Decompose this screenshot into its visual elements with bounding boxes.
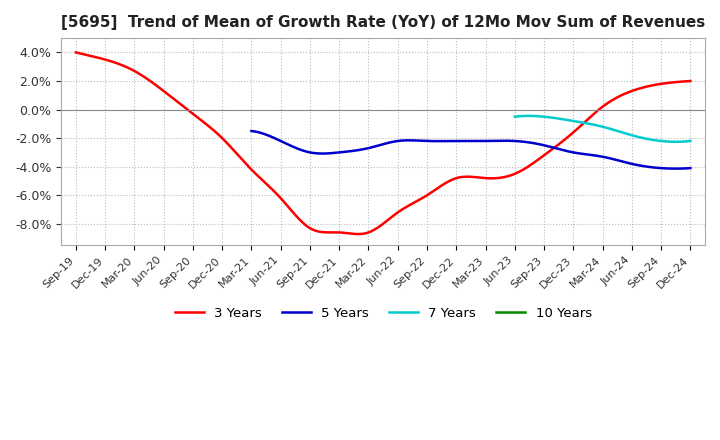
3 Years xyxy=(686,78,695,84)
Line: 7 Years: 7 Years xyxy=(515,116,690,142)
5 Years xyxy=(248,128,257,134)
7 Years xyxy=(618,130,627,135)
5 Years xyxy=(686,165,695,171)
3 Years xyxy=(439,182,448,187)
3 Years xyxy=(437,183,446,188)
7 Years xyxy=(672,139,680,144)
7 Years xyxy=(616,129,624,134)
5 Years xyxy=(645,164,654,169)
3 Years xyxy=(73,50,82,55)
3 Years xyxy=(71,50,80,55)
7 Years xyxy=(510,114,519,119)
Legend: 3 Years, 5 Years, 7 Years, 10 Years: 3 Years, 5 Years, 7 Years, 10 Years xyxy=(169,302,597,326)
5 Years xyxy=(507,138,516,143)
3 Years xyxy=(450,176,459,182)
Line: 5 Years: 5 Years xyxy=(251,131,690,169)
5 Years xyxy=(516,139,524,144)
7 Years xyxy=(670,139,679,144)
5 Years xyxy=(247,128,256,134)
3 Years xyxy=(592,110,600,115)
7 Years xyxy=(524,113,533,118)
7 Years xyxy=(511,114,520,119)
5 Years xyxy=(671,166,680,171)
7 Years xyxy=(686,138,695,143)
7 Years xyxy=(615,129,624,134)
3 Years xyxy=(353,231,361,237)
3 Years xyxy=(631,87,639,92)
5 Years xyxy=(617,158,626,164)
5 Years xyxy=(508,138,517,143)
7 Years xyxy=(659,139,667,144)
Line: 3 Years: 3 Years xyxy=(76,52,690,234)
Title: [5695]  Trend of Mean of Growth Rate (YoY) of 12Mo Mov Sum of Revenues: [5695] Trend of Mean of Growth Rate (YoY… xyxy=(61,15,705,30)
